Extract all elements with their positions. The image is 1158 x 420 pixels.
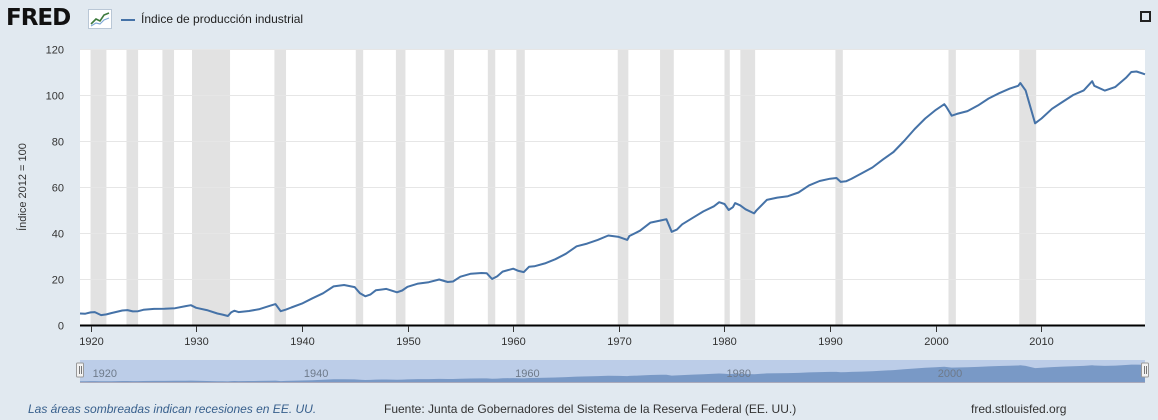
y-tick-label: 80 bbox=[52, 137, 64, 149]
chart-footer: Las áreas sombreadas indican recesiones … bbox=[0, 396, 1158, 420]
fullscreen-icon[interactable] bbox=[1140, 11, 1151, 22]
source-text: Fuente: Junta de Gobernadores del Sistem… bbox=[384, 402, 797, 416]
line-chart: 0 20 40 60 80 100 120 Índice 2012 = 100 1920 1930… bbox=[16, 45, 1149, 383]
y-tick-label: 0 bbox=[58, 321, 64, 333]
navigator-label: 1940 bbox=[304, 368, 328, 380]
y-tick-label: 100 bbox=[46, 91, 64, 103]
y-tick-label: 60 bbox=[52, 183, 64, 195]
navigator-area bbox=[80, 364, 1145, 382]
navigator: 1920 1940 1960 1980 2000 bbox=[76, 360, 1149, 383]
sparkline-icon bbox=[88, 9, 112, 29]
legend-swatch bbox=[121, 19, 135, 21]
x-tick-label: 1920 bbox=[79, 336, 103, 348]
x-tick-label: 1980 bbox=[712, 336, 736, 348]
gridlines bbox=[80, 49, 1145, 280]
x-tick-label: 1960 bbox=[501, 336, 525, 348]
y-tick-label: 40 bbox=[52, 229, 64, 241]
x-tick-label: 1970 bbox=[607, 336, 631, 348]
navigator-label: 1920 bbox=[93, 368, 117, 380]
legend-label: Índice de producción industrial bbox=[141, 12, 304, 26]
x-tick-label: 1950 bbox=[396, 336, 420, 348]
navigator-handle[interactable] bbox=[1141, 362, 1149, 378]
y-tick-label: 20 bbox=[52, 275, 64, 287]
series-line bbox=[79, 70, 1146, 317]
x-tick-label: 2000 bbox=[924, 336, 948, 348]
navigator-label: 2000 bbox=[938, 368, 962, 380]
x-tick-label: 2010 bbox=[1029, 336, 1053, 348]
x-tick-label: 1930 bbox=[184, 336, 208, 348]
y-tick-label: 120 bbox=[46, 45, 64, 57]
recession-note: Las áreas sombreadas indican recesiones … bbox=[28, 402, 317, 416]
site-link[interactable]: fred.stlouisfed.org bbox=[971, 402, 1067, 416]
navigator-label: 1960 bbox=[515, 368, 539, 380]
x-tick-label: 1940 bbox=[290, 336, 314, 348]
axes: 0 20 40 60 80 100 120 Índice 2012 = 100 1920 1930… bbox=[16, 45, 1145, 348]
fred-logo[interactable]: FRED bbox=[6, 5, 71, 31]
navigator-label: 1980 bbox=[726, 368, 750, 380]
chart-header: FRED Índice de producción industrial bbox=[0, 0, 1158, 40]
navigator-handle[interactable] bbox=[76, 362, 84, 378]
series-layer bbox=[79, 70, 1146, 317]
y-axis-label: Índice 2012 = 100 bbox=[16, 143, 29, 231]
x-tick-label: 1990 bbox=[818, 336, 842, 348]
